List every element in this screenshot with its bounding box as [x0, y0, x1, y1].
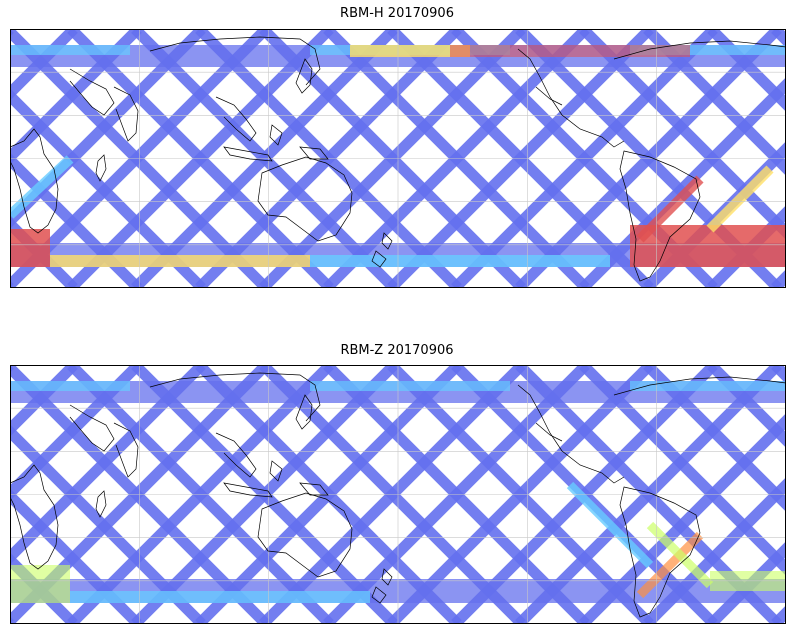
coastline-segment [257, 492, 353, 578]
panel-title-rbm-z: RBM-Z 20170906 [340, 343, 454, 358]
mid-value-patch [350, 45, 470, 57]
band-highlight [10, 45, 130, 55]
coastline-segment [371, 586, 387, 604]
high-value-swath [636, 175, 704, 243]
coastline-segment [10, 128, 59, 234]
map-frame [10, 365, 786, 624]
coastline-segment [269, 460, 283, 482]
high-value-patch [450, 45, 690, 57]
coastline-segment [299, 482, 329, 496]
band-highlight [630, 45, 786, 55]
low-value-swath [566, 481, 654, 569]
coastline-segment [149, 372, 321, 422]
coastline-segment [269, 124, 283, 146]
coastline-segment [113, 422, 139, 478]
high-value-patch [10, 229, 50, 267]
coastline-segment [223, 482, 273, 498]
high-value-swath [636, 531, 704, 599]
low-value-patch [70, 591, 370, 603]
coastline-segment [613, 376, 786, 396]
coastline-segment [215, 432, 257, 478]
coastline-segment [69, 68, 115, 116]
mid-value-swath [706, 165, 774, 233]
coastline-segment [535, 422, 563, 442]
coastline-segment [381, 568, 393, 586]
coastline-segment [215, 96, 257, 142]
band-highlight [630, 381, 786, 391]
coastline-segment [257, 156, 353, 242]
low-value-patch [310, 255, 610, 267]
coastline-segment [10, 464, 59, 570]
graticule [10, 29, 786, 288]
coastline-segment [619, 150, 701, 282]
low-value-swath [10, 155, 74, 219]
coastline-segment [95, 490, 107, 518]
coastline-segment [619, 486, 701, 618]
high-value-patch [630, 225, 786, 267]
mid-value-patch [10, 565, 70, 603]
coastline-segment [381, 232, 393, 250]
coastline-segment [295, 58, 313, 94]
map-frame [10, 29, 786, 288]
mid-value-swath [646, 521, 714, 589]
band-highlight [10, 381, 130, 391]
coastline-segment [113, 86, 139, 142]
coastline-segment [295, 394, 313, 430]
map-rbm-z [10, 365, 786, 624]
coastlines [10, 36, 786, 282]
coastline-segment [613, 40, 786, 60]
coastline-segment [223, 146, 273, 162]
coastlines [10, 372, 786, 618]
coastline-segment [149, 36, 321, 86]
panel-title-rbm-h: RBM-H 20170906 [340, 6, 454, 21]
band-highlight [310, 381, 510, 391]
mid-value-patch [50, 255, 310, 267]
coastline-segment [517, 384, 625, 484]
coastline-segment [371, 250, 387, 268]
coastline-segment [69, 404, 115, 452]
coastline-segment [299, 146, 329, 160]
coastline-segment [95, 154, 107, 182]
map-rbm-h [10, 29, 786, 288]
graticule [10, 365, 786, 624]
coastline-segment [517, 48, 625, 148]
coastline-segment [535, 86, 563, 106]
